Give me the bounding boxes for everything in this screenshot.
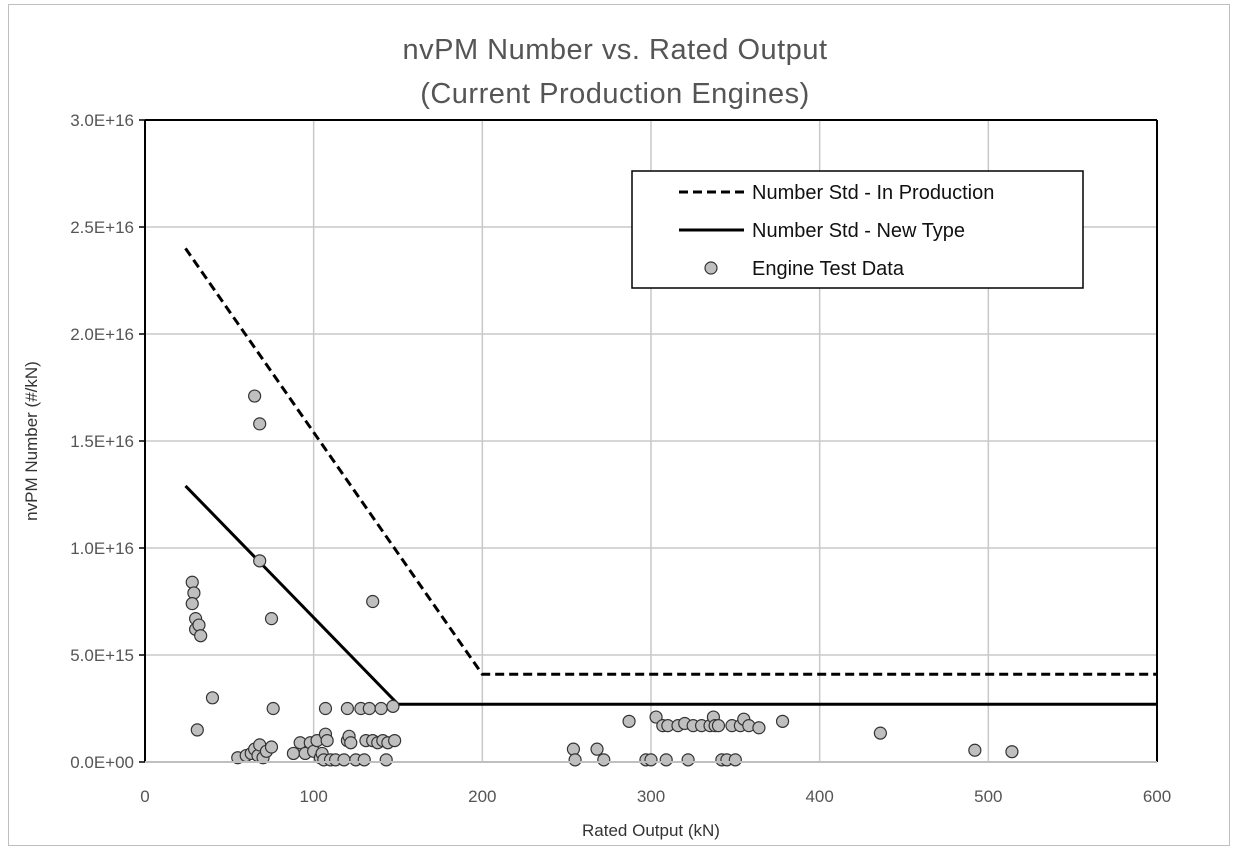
data-point: [566, 742, 581, 756]
legend-label-new-type: Number Std - New Type: [752, 220, 965, 242]
data-point: [185, 575, 199, 589]
data-point: [622, 714, 636, 728]
y-tick-label: 1.5E+16: [70, 432, 134, 451]
data-point: [266, 701, 280, 716]
data-point: [752, 721, 766, 735]
x-tick-label: 100: [299, 787, 327, 806]
data-point: [205, 691, 220, 705]
data-point: [366, 594, 380, 609]
legend-swatch-engine-test-data: [704, 261, 718, 275]
data-point: [597, 753, 611, 767]
data-point: [248, 389, 262, 403]
data-point: [340, 701, 354, 716]
data-point: [194, 629, 208, 643]
data-point: [337, 753, 351, 767]
data-point: [187, 586, 201, 600]
data-point: [1005, 745, 1019, 759]
data-point: [388, 733, 402, 748]
y-tick-label: 0.0E+00: [70, 753, 134, 772]
data-point: [192, 618, 206, 632]
data-point: [386, 699, 400, 713]
x-tick-label: 200: [468, 787, 496, 806]
y-tick-label: 5.0E+15: [70, 646, 134, 665]
data-point: [590, 742, 604, 756]
data-point: [264, 740, 279, 754]
x-tick-label: 0: [140, 787, 149, 806]
data-point: [659, 753, 673, 767]
data-point: [379, 753, 393, 767]
y-tick-label: 3.0E+16: [70, 111, 134, 130]
y-axis-title: nvPM Number (#/kN): [22, 361, 41, 521]
data-point: [644, 753, 658, 767]
series-layer: [184, 247, 1157, 767]
data-point: [344, 736, 358, 750]
y-tick-label: 1.0E+16: [70, 539, 134, 558]
data-point: [649, 710, 663, 724]
data-point: [253, 417, 267, 431]
legend: Number Std - In Production Number Std - …: [631, 170, 1084, 289]
x-tick-label: 300: [637, 787, 665, 806]
data-point: [873, 726, 887, 740]
x-axis-title: Rated Output (kN): [582, 821, 720, 840]
data-point: [681, 753, 695, 767]
data-point: [253, 554, 267, 568]
data-point: [264, 612, 279, 626]
data-point: [728, 753, 742, 767]
x-tick-label: 400: [805, 787, 833, 806]
data-point: [374, 701, 388, 716]
data-point: [775, 714, 790, 728]
y-tick-label: 2.0E+16: [70, 325, 134, 344]
data-point: [320, 733, 334, 748]
legend-label-engine-test-data: Engine Test Data: [752, 258, 905, 280]
data-point: [318, 701, 333, 716]
tick-labels: 0.0E+00 5.0E+15 1.0E+16 1.5E+16 2.0E+16 2.5E+…: [70, 111, 1171, 806]
series-line-new-type: [184, 484, 1157, 706]
y-tick-label: 2.5E+16: [70, 218, 134, 237]
data-point: [568, 753, 582, 767]
chart-subtitle: (Current Production Engines): [420, 78, 810, 110]
series-line-in-production: [184, 247, 1157, 676]
data-point: [362, 701, 376, 716]
data-point: [185, 597, 199, 611]
data-point: [968, 743, 982, 757]
data-point: [286, 746, 301, 761]
x-tick-label: 600: [1143, 787, 1171, 806]
x-tick-label: 500: [974, 787, 1002, 806]
chart-title: nvPM Number vs. Rated Output: [403, 34, 828, 66]
legend-label-in-production: Number Std - In Production: [752, 182, 994, 204]
data-point: [357, 753, 371, 767]
data-point: [190, 723, 204, 737]
data-point: [711, 719, 726, 733]
